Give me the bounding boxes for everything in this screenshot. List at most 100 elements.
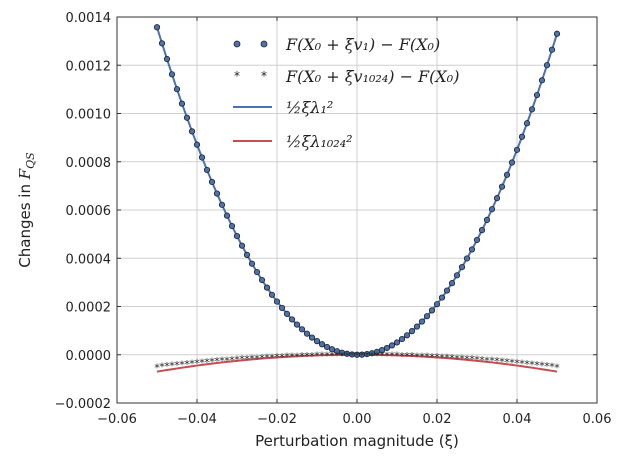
- legend-entry-series-3: ½ξλ₁²: [233, 98, 333, 117]
- data-point-star: *: [499, 356, 505, 369]
- data-point-star: *: [154, 361, 160, 374]
- data-point-star: *: [204, 356, 210, 369]
- grid: [116, 16, 598, 404]
- data-point-star: *: [544, 360, 550, 373]
- data-point-star: *: [529, 358, 535, 371]
- legend-marker-circle: [260, 40, 268, 48]
- data-point-circle: [228, 222, 236, 230]
- data-point-circle: [313, 338, 321, 345]
- data-point-star: *: [484, 354, 490, 367]
- data-point-circle: [173, 86, 181, 93]
- data-point-star: *: [364, 349, 370, 362]
- x-tick-label: 0.04: [503, 412, 532, 427]
- data-point-circle: [293, 321, 301, 328]
- data-point-circle: [443, 287, 451, 294]
- x-tick-label: 0.02: [423, 412, 452, 427]
- data-point-star: *: [429, 351, 435, 364]
- data-point-circle: [233, 232, 241, 240]
- data-point-star: *: [294, 350, 300, 363]
- data-point-star: *: [524, 358, 530, 371]
- data-point-star: *: [369, 349, 375, 362]
- y-tick-label: 0.0000: [66, 349, 112, 364]
- data-point-star: *: [404, 350, 410, 363]
- data-point-star: *: [439, 351, 445, 364]
- y-tick-label: 0.0004: [66, 252, 112, 267]
- data-point-star: *: [284, 351, 290, 364]
- legend-marker-star: *: [234, 69, 240, 83]
- data-point-circle: [533, 91, 541, 99]
- data-point-star: *: [414, 350, 420, 363]
- data-point-star: *: [339, 349, 345, 362]
- data-point-star: *: [419, 351, 425, 364]
- data-point-star: *: [464, 353, 470, 366]
- data-point-circle: [483, 216, 491, 223]
- data-point-star: *: [214, 355, 220, 368]
- data-point-star: *: [334, 349, 340, 362]
- data-point-circle: [288, 316, 296, 323]
- data-point-star: *: [399, 350, 405, 363]
- data-point-star: *: [359, 349, 365, 362]
- data-point-circle: [268, 291, 276, 298]
- data-point-circle: [258, 276, 266, 284]
- data-point-circle: [273, 298, 281, 305]
- data-point-star: *: [259, 352, 265, 365]
- data-point-circle: [188, 128, 196, 135]
- data-point-star: *: [194, 357, 200, 370]
- data-point-star: *: [384, 350, 390, 363]
- data-point-circle: [493, 195, 501, 202]
- data-point-circle: [488, 206, 496, 213]
- x-tick-label: −0.06: [97, 412, 137, 427]
- x-axis-label: Perturbation magnitude (ξ): [255, 432, 459, 450]
- data-point-star: *: [164, 360, 170, 373]
- data-point-circle: [518, 133, 526, 140]
- legend-entry-series-4: ½ξλ₁₀₂₄²: [233, 132, 353, 151]
- data-point-star: *: [474, 354, 480, 367]
- data-point-circle: [213, 190, 221, 197]
- data-point-circle: [408, 328, 416, 335]
- data-point-star: *: [249, 353, 255, 366]
- data-point-circle: [423, 313, 431, 320]
- data-point-star: *: [184, 358, 190, 371]
- ticks: −0.06 −0.04 −0.02 0.00 0.02 0.04 0.06 −0.0002 0.…: [55, 11, 612, 427]
- data-point-circle: [428, 307, 436, 314]
- data-point-circle: [528, 106, 536, 113]
- data-point-circle: [208, 178, 216, 186]
- data-point-circle: [378, 346, 386, 354]
- y-tick-label: 0.0008: [66, 156, 112, 171]
- data-point-star: *: [434, 351, 440, 364]
- data-point-star: *: [329, 349, 335, 362]
- data-point-star: *: [209, 356, 215, 369]
- y-tick-label: 0.0010: [66, 108, 112, 123]
- data-point-star: *: [449, 352, 455, 365]
- data-point-circle: [458, 263, 466, 271]
- data-point-star: *: [549, 361, 555, 374]
- data-point-circle: [513, 146, 521, 153]
- x-tick-label: −0.04: [177, 412, 217, 427]
- data-point-star: *: [349, 349, 355, 362]
- data-point-star: *: [389, 350, 395, 363]
- data-point-circle: [418, 318, 426, 325]
- y-tick-label: 0.0012: [66, 59, 112, 74]
- data-point-circle: [158, 40, 166, 47]
- data-point-circle: [538, 77, 546, 84]
- data-point-star: *: [534, 359, 540, 372]
- legend-entry-series-1: F(X₀ + ξv₁) − F(X₀): [233, 35, 440, 54]
- data-point-star: *: [174, 359, 180, 372]
- data-point-star: *: [274, 351, 280, 364]
- data-point-circle: [323, 343, 331, 351]
- data-point-circle: [468, 246, 476, 253]
- data-point-circle: [548, 46, 556, 53]
- data-point-star: *: [354, 349, 360, 362]
- data-point-star: *: [264, 352, 270, 365]
- data-point-star: *: [224, 354, 230, 367]
- data-point-star: *: [299, 350, 305, 363]
- data-point-star: *: [344, 349, 350, 362]
- data-point-star: *: [394, 350, 400, 363]
- data-point-star: *: [454, 352, 460, 365]
- data-point-star: *: [459, 353, 465, 366]
- data-point-circle: [193, 141, 201, 148]
- data-point-star: *: [514, 357, 520, 370]
- data-point-star: *: [319, 350, 325, 363]
- data-point-star: *: [229, 354, 235, 367]
